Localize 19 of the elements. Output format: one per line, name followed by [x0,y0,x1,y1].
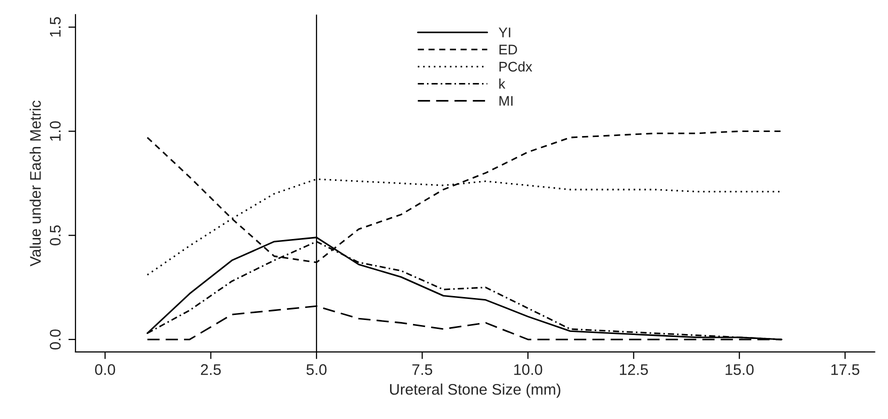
y-tick-label: 1.5 [50,17,61,37]
legend-label: ED [500,44,518,54]
legend-label: MI [500,96,513,106]
x-tick-label: 17.5 [831,364,860,375]
legend-label: YI [498,28,510,38]
y-axis-title: Value under Each Metric [30,100,41,266]
legend-label: k [499,78,506,89]
x-axis-title: Ureteral Stone Size (mm) [390,384,560,398]
x-tick-label: 10.0 [514,364,542,375]
y-tick-label: 0.5 [50,225,61,246]
y-tick-label: 1.0 [50,121,61,141]
x-tick-label: 12.5 [620,364,648,375]
x-tick-label: 5.0 [306,364,327,375]
y-tick-label: 0.0 [50,329,61,350]
legend-label: PCdx [500,61,532,72]
x-tick-label: 15.0 [726,364,754,375]
x-tick-label: 2.5 [200,364,221,375]
x-tick-label: 0.0 [95,364,116,375]
x-tick-label: 7.5 [412,364,432,375]
